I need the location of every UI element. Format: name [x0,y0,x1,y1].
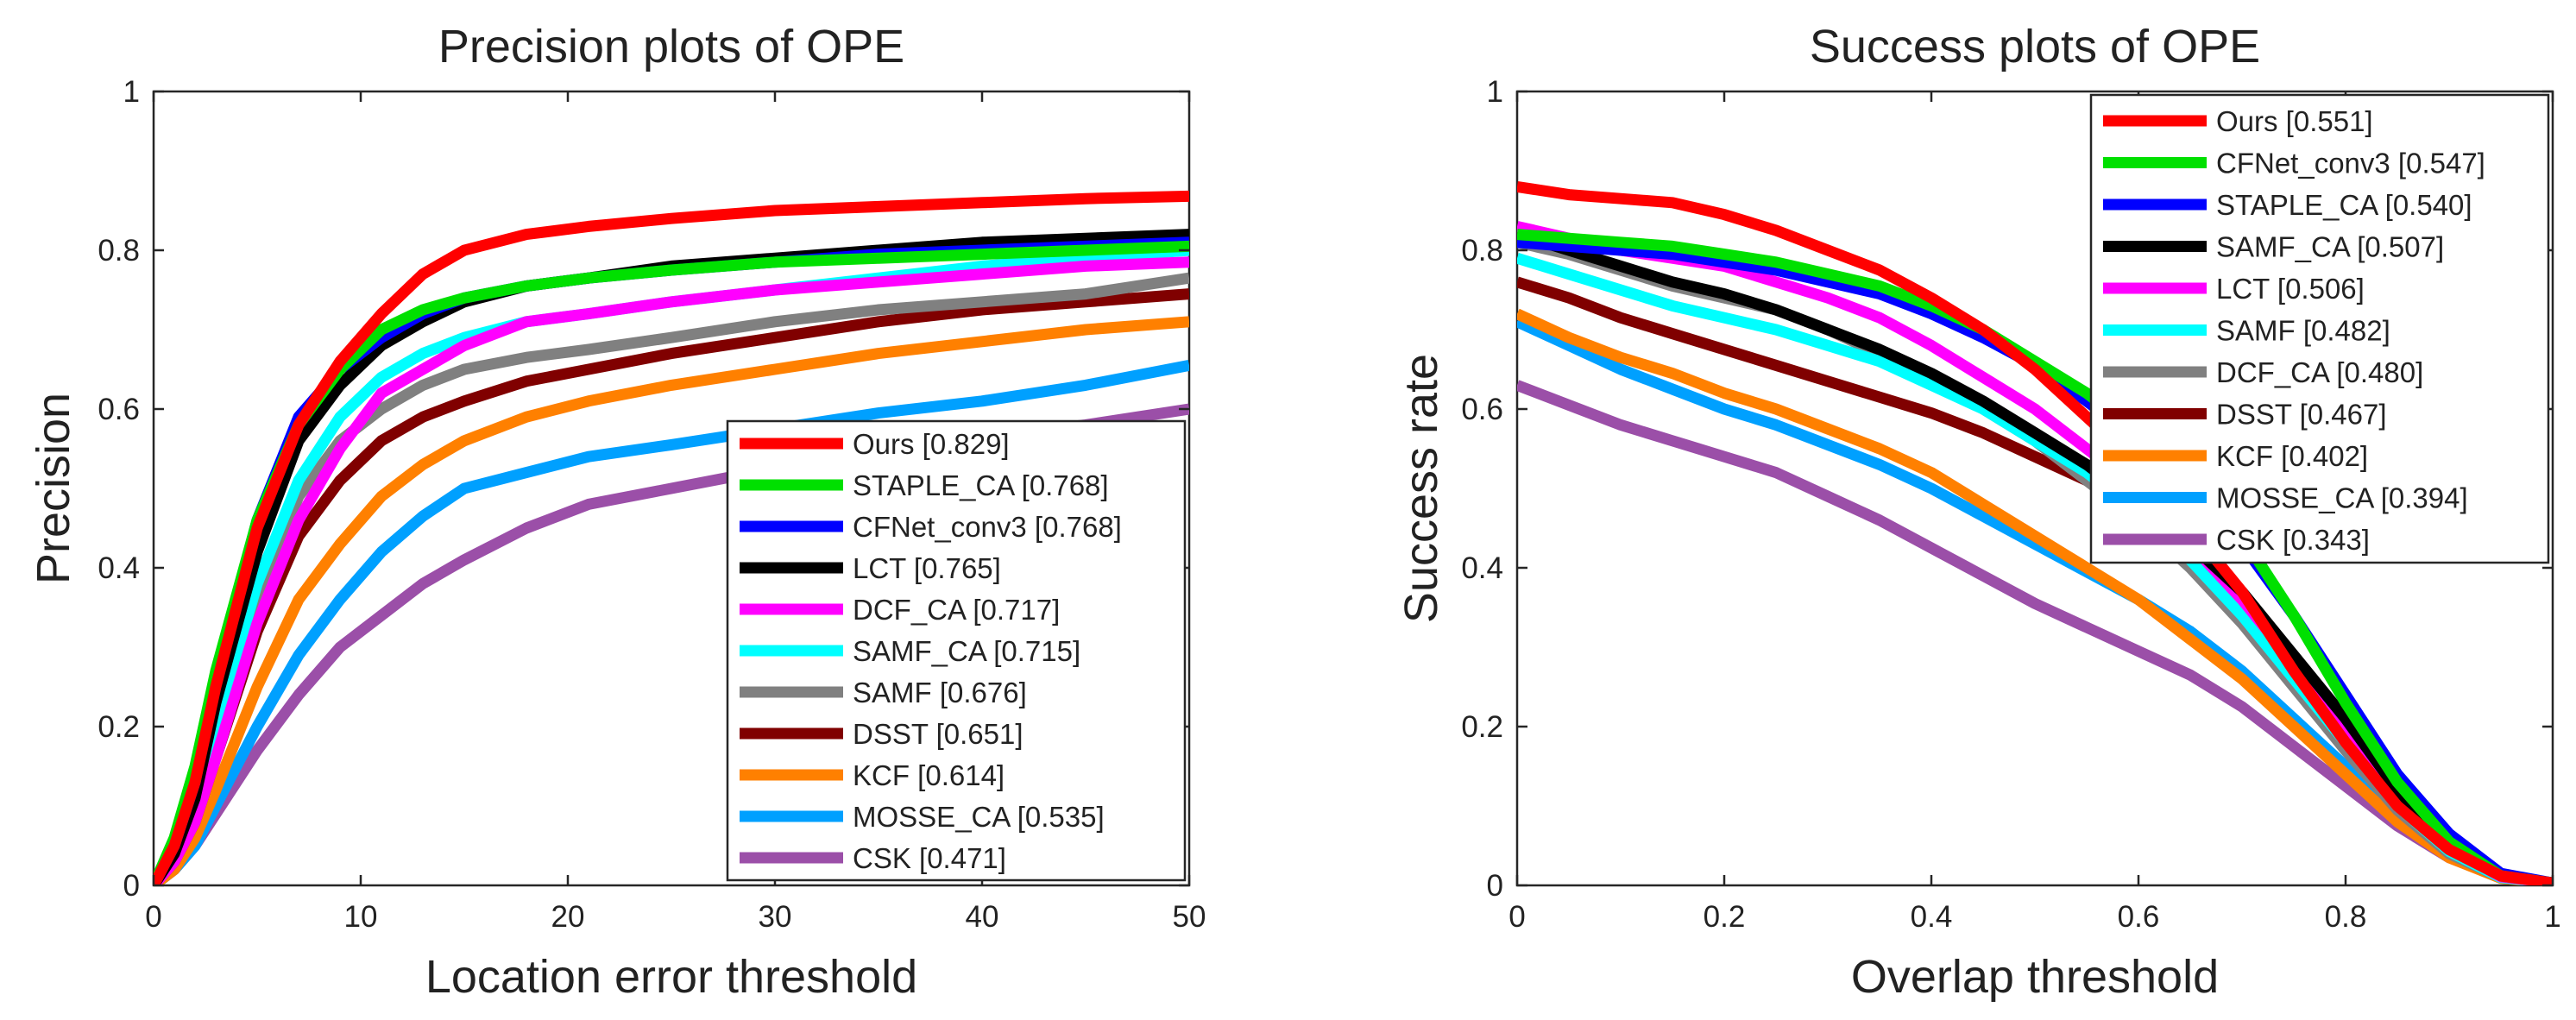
precision-legend-item: SAMF [0.676] [740,677,1027,708]
success-legend: Ours [0.551] CFNet_conv3 [0.547] STAPLE_CA… [2089,93,2550,564]
success-y-tick-label: 0.8 [1461,234,1503,268]
precision-plot: 0 10 20 30 40 50 0 0.2 0.4 0.6 0.8 1 Precision plot… [28,21,1206,1003]
success-legend-item: DCF_CA [0.480] [2103,356,2423,388]
success-legend-label: SAMF_CA [0.507] [2216,231,2444,263]
precision-legend-item: DSST [0.651] [740,718,1023,750]
success-x-tick-label: 0.6 [2118,900,2160,934]
success-legend-item: CSK [0.343] [2103,524,2370,556]
success-y-tick-label: 0 [1487,869,1503,903]
precision-legend-item: Ours [0.829] [740,428,1010,460]
precision-y-tick-label: 1 [123,75,140,109]
precision-x-tick-label: 40 [966,900,999,934]
success-legend-item: CFNet_conv3 [0.547] [2103,148,2485,179]
success-legend-item: SAMF [0.482] [2103,315,2390,347]
success-legend-label: DCF_CA [0.480] [2216,356,2423,388]
success-x-tick-label: 0 [1508,900,1525,934]
success-x-tick-label: 0.8 [2325,900,2367,934]
success-curve-ours [1517,180,2553,885]
precision-legend-label: MOSSE_CA [0.535] [853,801,1105,833]
success-legend-label: KCF [0.402] [2216,440,2368,472]
precision-y-tick-label: 0.6 [98,393,140,426]
success-y-tick-label: 0.2 [1461,710,1503,744]
success-y-tick-label: 0.4 [1461,551,1503,585]
success-legend-item: MOSSE_CA [0.394] [2103,482,2468,514]
precision-legend-label: STAPLE_CA [0.768] [853,469,1109,501]
precision-legend-label: DSST [0.651] [853,718,1023,750]
success-y-tick-label: 1 [1487,75,1503,109]
precision-x-tick-label: 10 [344,900,378,934]
precision-legend-label: CFNet_conv3 [0.768] [853,511,1122,543]
precision-legend-item: DCF_CA [0.717] [740,594,1060,626]
precision-legend-label: DCF_CA [0.717] [853,594,1060,626]
precision-y-tick-label: 0 [123,869,140,903]
success-y-tick-label: 0.6 [1461,393,1503,426]
precision-legend-label: CSK [0.471] [853,842,1006,874]
success-legend-label: MOSSE_CA [0.394] [2216,482,2468,514]
precision-x-tick-label: 50 [1173,900,1206,934]
precision-curve-ours [154,190,1189,885]
success-plot-title: Success plots of OPE [1810,21,2260,72]
precision-x-axis-label: Location error threshold [425,951,917,1003]
precision-x-tick-label: 30 [759,900,792,934]
success-y-axis-label: Success rate [1395,354,1447,623]
precision-legend-label: SAMF_CA [0.715] [853,635,1080,667]
success-plot: 0 0.2 0.4 0.6 0.8 1 0 0.2 0.4 0.6 0.8 1 Success plo… [1395,21,2561,1003]
success-legend-item: STAPLE_CA [0.540] [2103,189,2472,221]
success-legend-label: LCT [0.506] [2216,273,2365,305]
success-legend-label: STAPLE_CA [0.540] [2216,189,2472,221]
success-legend-item: DSST [0.467] [2103,399,2387,431]
precision-y-tick-label: 0.8 [98,234,140,268]
precision-y-tick-label: 0.2 [98,710,140,744]
success-curves [1517,180,2553,885]
precision-legend-item: KCF [0.614] [740,759,1005,791]
precision-legend-item: MOSSE_CA [0.535] [740,801,1105,833]
precision-y-axis-label: Precision [28,393,79,584]
success-legend-label: CSK [0.343] [2216,524,2370,556]
success-legend-item: KCF [0.402] [2103,440,2368,472]
precision-legend-item: LCT [0.765] [740,552,1001,584]
success-curve-kcf [1517,308,2553,885]
precision-legend: Ours [0.829] STAPLE_CA [0.768] CFNet_conv3… [726,419,1187,882]
precision-x-tick-label: 0 [145,900,161,934]
success-curve-cfnet-conv3 [1517,229,2553,885]
precision-y-tick-label: 0.4 [98,551,140,585]
precision-legend-label: SAMF [0.676] [853,677,1027,708]
precision-legend-item: CSK [0.471] [740,842,1006,874]
precision-curve-kcf [154,316,1189,885]
precision-curve-mosse-ca [154,360,1189,885]
success-legend-label: Ours [0.551] [2216,105,2373,137]
success-x-tick-label: 1 [2544,900,2560,934]
success-legend-label: SAMF [0.482] [2216,315,2390,347]
precision-legend-item: SAMF_CA [0.715] [740,635,1080,667]
success-legend-label: DSST [0.467] [2216,399,2387,431]
success-curve-samf-ca [1517,229,2553,885]
success-legend-item: LCT [0.506] [2103,273,2365,305]
precision-legend-label: LCT [0.765] [853,552,1001,584]
precision-legend-label: KCF [0.614] [853,759,1005,791]
precision-ticks: 0 10 20 30 40 50 0 0.2 0.4 0.6 0.8 1 [98,75,1206,934]
precision-plot-title: Precision plots of OPE [438,21,904,72]
precision-legend-item: STAPLE_CA [0.768] [740,469,1109,501]
precision-legend-item: CFNet_conv3 [0.768] [740,511,1122,543]
success-legend-item: SAMF_CA [0.507] [2103,231,2444,263]
success-x-tick-label: 0.4 [1911,900,1953,934]
success-x-axis-label: Overlap threshold [1851,951,2219,1003]
precision-x-tick-label: 20 [551,900,585,934]
precision-legend-label: Ours [0.829] [853,428,1010,460]
success-x-tick-label: 0.2 [1704,900,1746,934]
precision-curve-dcf-ca [154,256,1189,885]
success-legend-label: CFNet_conv3 [0.547] [2216,148,2485,179]
success-legend-item: Ours [0.551] [2103,105,2373,137]
